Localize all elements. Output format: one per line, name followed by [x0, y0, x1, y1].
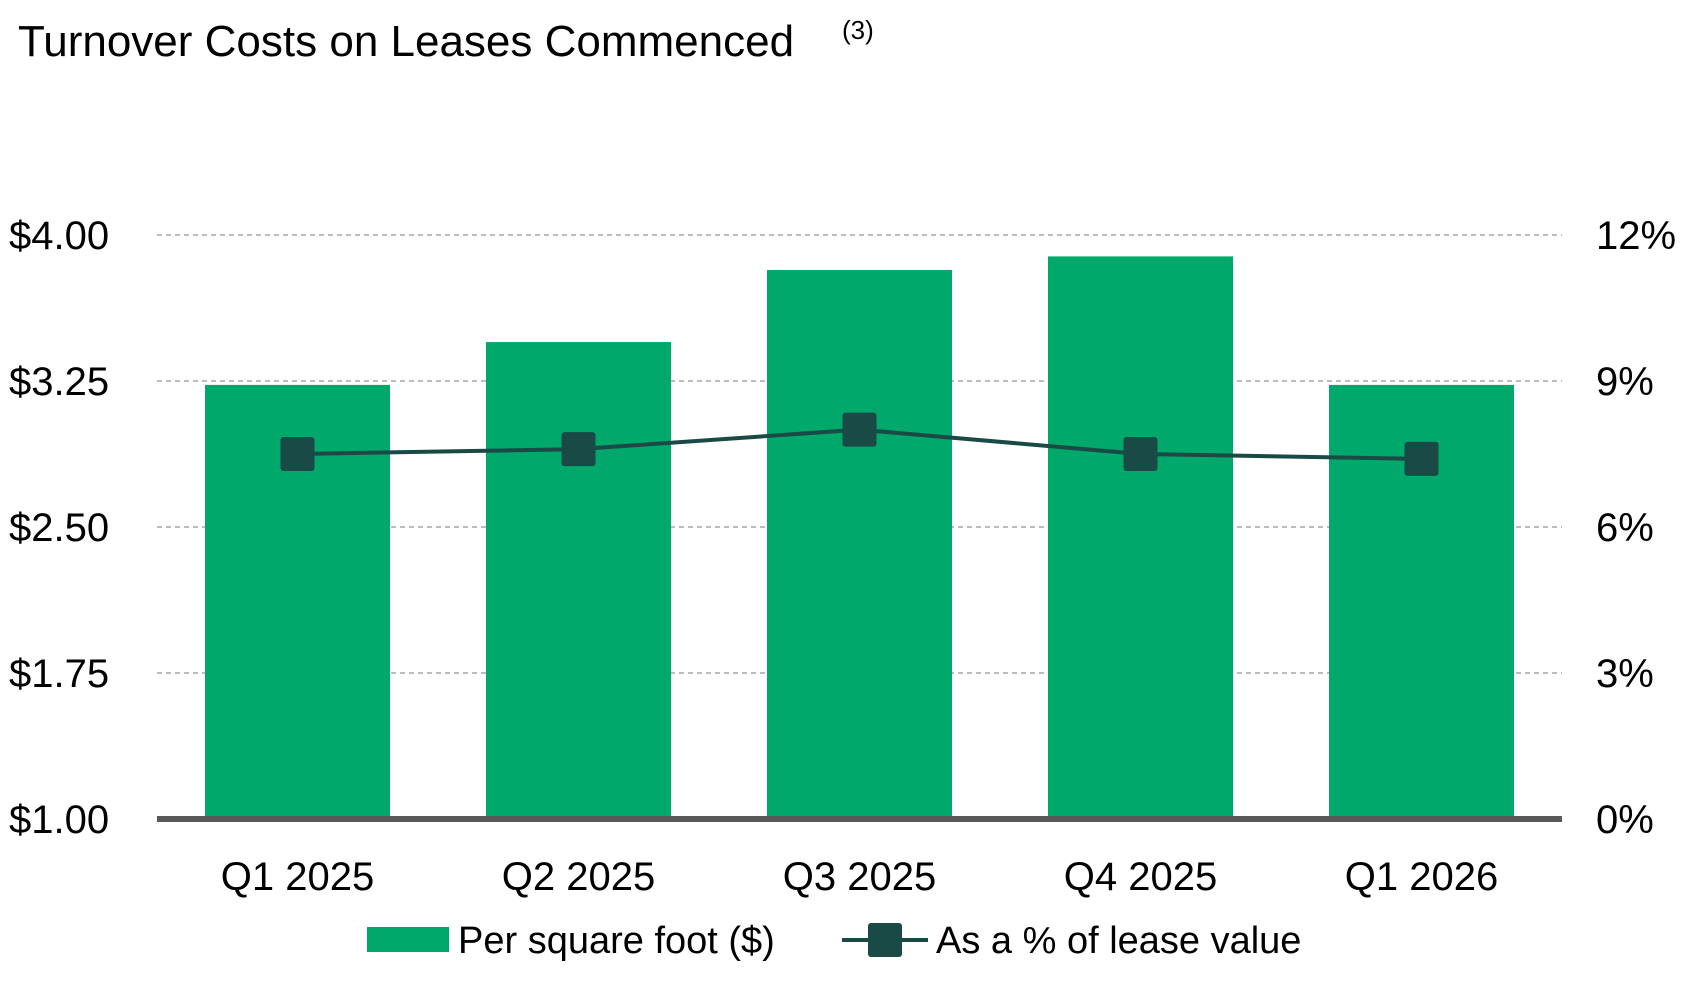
chart-title-footnote: (3): [842, 15, 874, 45]
x-axis-category-label: Q1 2026: [1345, 855, 1498, 899]
x-axis-category-label: Q3 2025: [783, 855, 936, 899]
left-axis-tick-label: $2.50: [9, 506, 109, 550]
bar-series: [205, 256, 1514, 819]
line-series: [280, 412, 1439, 476]
x-axis-category-label: Q2 2025: [502, 855, 655, 899]
right-axis-tick-label: 0%: [1596, 798, 1654, 842]
line-point: [1123, 437, 1158, 471]
left-axis-tick-label: $1.00: [9, 798, 109, 842]
left-axis-tick-label: $3.25: [9, 360, 109, 404]
bar: [1048, 256, 1233, 819]
left-axis-tick-label: $1.75: [9, 652, 109, 696]
legend-swatch-marker: [868, 923, 902, 957]
left-y-axis: $1.00 $1.75 $2.50 $3.25 $4.00: [9, 214, 109, 842]
line-point: [1404, 441, 1439, 476]
left-axis-tick-label: $4.00: [9, 214, 109, 258]
right-axis-tick-label: 9%: [1596, 360, 1654, 404]
right-axis-tick-label: 3%: [1596, 652, 1654, 696]
line-point: [842, 412, 877, 447]
x-axis-category-label: Q1 2025: [221, 855, 374, 899]
chart-title: Turnover Costs on Leases Commenced (3): [18, 15, 874, 66]
bar: [767, 270, 952, 819]
right-y-axis: 0% 3% 6% 9% 12%: [1596, 214, 1676, 842]
right-axis-tick-label: 12%: [1596, 214, 1676, 258]
chart-title-text: Turnover Costs on Leases Commenced: [18, 17, 794, 66]
bar: [486, 342, 671, 819]
legend-swatch-bar: [367, 927, 449, 952]
legend: Per square foot ($) As a % of lease value: [367, 920, 1301, 962]
right-axis-tick-label: 6%: [1596, 506, 1654, 550]
legend-label-bar: Per square foot ($): [458, 920, 775, 962]
line-point: [280, 437, 315, 471]
line-point: [561, 432, 596, 467]
legend-label-line: As a % of lease value: [936, 920, 1301, 962]
x-axis-category-label: Q4 2025: [1064, 855, 1217, 899]
category-labels: Q1 2025 Q2 2025 Q3 2025 Q4 2025 Q1 2026: [221, 855, 1498, 899]
